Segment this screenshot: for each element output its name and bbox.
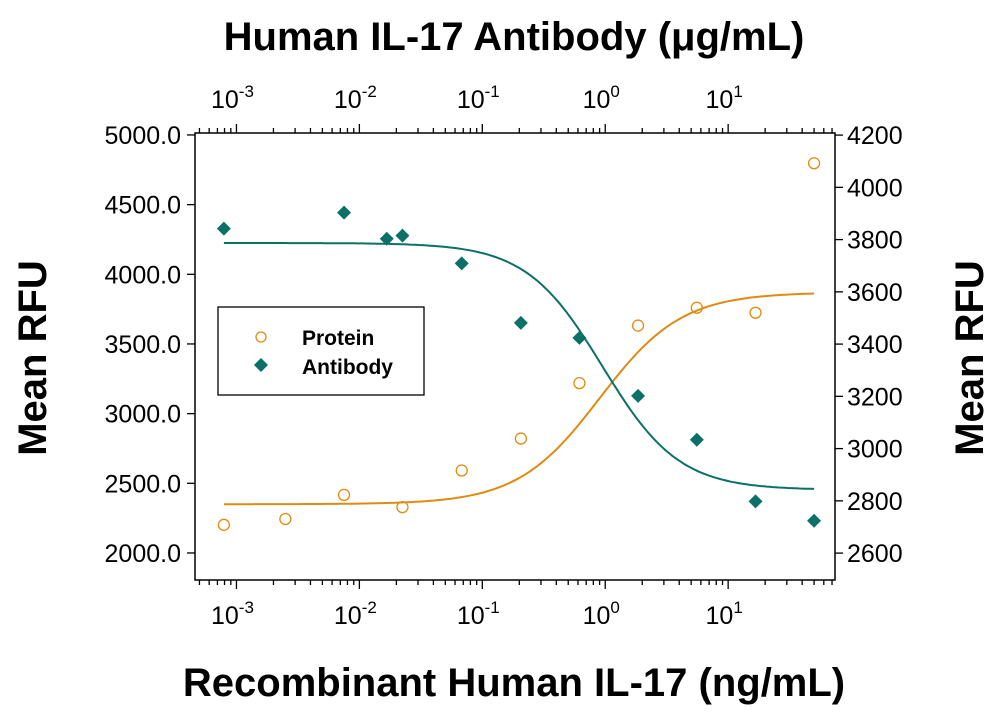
y-tick-label-right: 3800: [847, 227, 903, 255]
legend-box: [217, 306, 425, 396]
y-tick-label-left: 3500.0: [105, 331, 181, 359]
plot-frame: [194, 132, 836, 581]
y-tick-label-right: 3600: [847, 279, 903, 307]
fit-curve-protein: [223, 292, 815, 506]
data-point-antibody: [689, 432, 704, 447]
y-tick-label-right: 3400: [847, 331, 903, 359]
top-axis-title: Human IL-17 Antibody (μg/mL): [224, 15, 805, 59]
y-tick-label-left: 3000.0: [105, 401, 181, 429]
data-point-protein: [455, 464, 468, 477]
data-point-antibody: [572, 330, 587, 345]
data-point-antibody: [337, 205, 352, 220]
x-tick-label-bottom: 10-1: [457, 598, 500, 630]
x-tick-label-top: 100: [583, 82, 620, 114]
data-point-protein: [396, 500, 409, 514]
y-tick-label-right: 3200: [847, 383, 903, 411]
data-point-antibody: [216, 221, 231, 236]
x-tick-label-top: 10-2: [334, 82, 377, 114]
legend-label-antibody: Antibody: [302, 356, 393, 379]
y-tick-label-right: 2600: [847, 540, 903, 568]
y-tick-label-right: 4200: [847, 122, 903, 150]
data-point-antibody: [748, 494, 763, 509]
data-point-antibody: [631, 388, 646, 403]
x-tick-label-top: 10-1: [457, 82, 500, 114]
data-point-antibody: [379, 231, 394, 246]
data-point-antibody: [807, 513, 822, 528]
x-axis-title: Recombinant Human IL-17 (ng/mL): [183, 661, 845, 705]
fit-curve-antibody: [223, 242, 815, 490]
data-point-protein: [514, 432, 528, 445]
legend-marker-antibody: [254, 358, 268, 372]
data-point-protein: [690, 301, 703, 314]
data-point-protein: [573, 376, 586, 390]
y-tick-label-left: 2500.0: [105, 470, 181, 498]
y-tick-label-left: 5000.0: [105, 122, 181, 150]
x-tick-label-bottom: 101: [706, 598, 743, 630]
data-point-protein: [279, 512, 292, 526]
y-tick-label-right: 3000: [847, 436, 903, 464]
data-point-protein: [337, 488, 351, 502]
legend: Protein Antibody: [217, 306, 425, 396]
data-point-antibody: [395, 228, 410, 243]
x-tick-label-bottom: 100: [583, 598, 620, 630]
x-tick-label-bottom: 10-2: [334, 598, 377, 630]
y-tick-label-left: 4500.0: [105, 192, 181, 220]
data-point-antibody: [454, 256, 469, 271]
x-tick-label-bottom: 10-3: [211, 598, 254, 630]
y-tick-label-right: 4000: [847, 174, 903, 202]
y-tick-label-right: 2800: [847, 488, 903, 516]
data-point-protein: [807, 157, 821, 170]
y-axis-title-right: Mean RFU: [948, 260, 992, 456]
data-point-protein: [217, 518, 231, 531]
legend-marker-protein: [255, 331, 267, 343]
y-tick-label-left: 2000.0: [105, 540, 181, 568]
data-point-antibody: [513, 315, 528, 330]
data-point-protein: [749, 306, 762, 319]
legend-label-protein: Protein: [302, 327, 374, 350]
data-point-protein: [631, 319, 645, 332]
y-tick-label-left: 4000.0: [105, 261, 181, 289]
y-axis-title-left: Mean RFU: [11, 260, 55, 456]
x-tick-label-top: 101: [706, 82, 743, 114]
x-tick-label-top: 10-3: [211, 82, 254, 114]
